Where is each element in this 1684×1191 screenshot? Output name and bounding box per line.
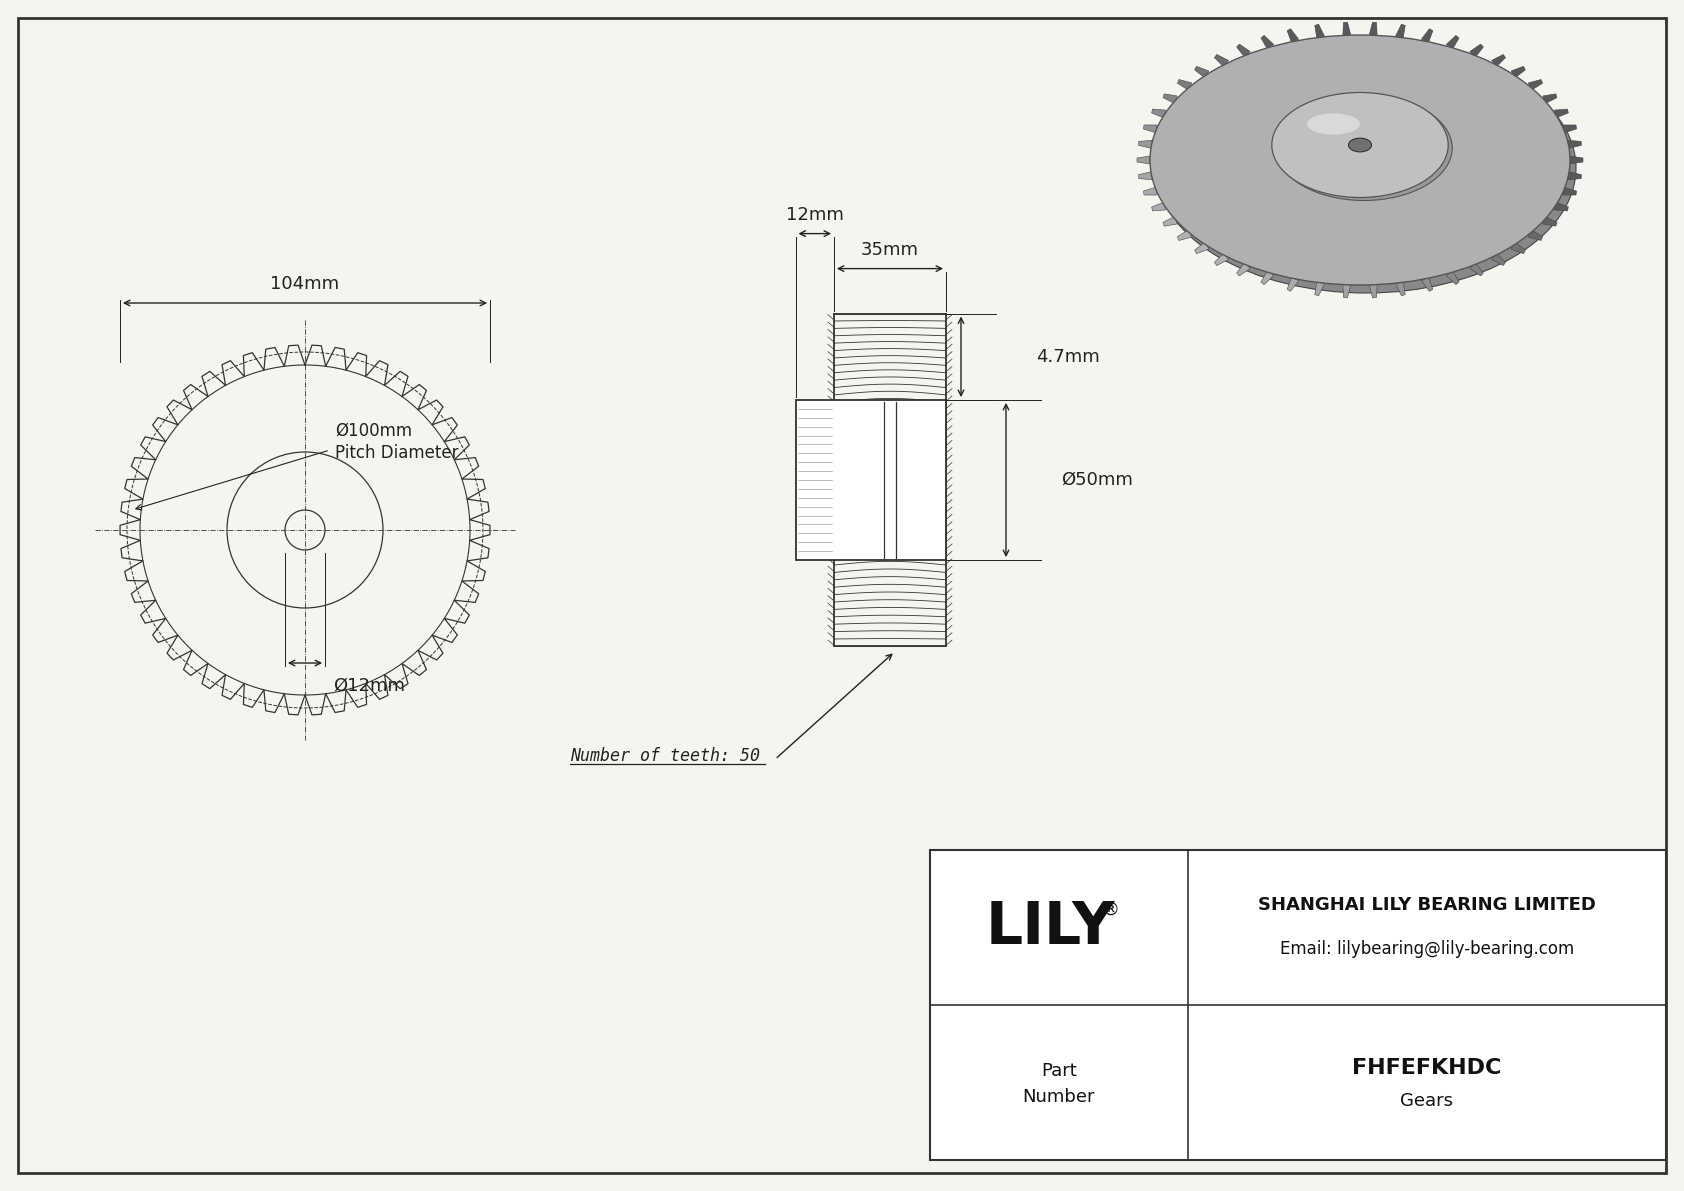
Polygon shape xyxy=(1287,278,1298,292)
Polygon shape xyxy=(1396,281,1404,295)
Polygon shape xyxy=(1214,252,1228,266)
Text: SHANGHAI LILY BEARING LIMITED: SHANGHAI LILY BEARING LIMITED xyxy=(1258,897,1596,915)
Ellipse shape xyxy=(1349,138,1371,152)
Polygon shape xyxy=(1447,36,1458,49)
Polygon shape xyxy=(1194,242,1209,254)
Polygon shape xyxy=(1164,94,1177,104)
Polygon shape xyxy=(1315,24,1324,38)
Polygon shape xyxy=(1236,263,1250,276)
Polygon shape xyxy=(1563,187,1576,195)
Ellipse shape xyxy=(1155,43,1576,293)
Text: Ø12mm: Ø12mm xyxy=(333,676,404,696)
Text: 35mm: 35mm xyxy=(861,241,919,258)
Polygon shape xyxy=(1261,270,1273,285)
Polygon shape xyxy=(1511,242,1526,254)
Polygon shape xyxy=(1369,285,1378,298)
Text: Ø50mm: Ø50mm xyxy=(1061,470,1133,490)
Polygon shape xyxy=(1554,110,1568,118)
Polygon shape xyxy=(1511,67,1526,77)
Bar xyxy=(795,400,946,560)
Polygon shape xyxy=(1177,230,1192,241)
Polygon shape xyxy=(1447,270,1458,285)
Polygon shape xyxy=(1315,281,1324,295)
Polygon shape xyxy=(1529,80,1543,91)
Ellipse shape xyxy=(1271,93,1448,198)
Polygon shape xyxy=(1194,67,1209,77)
Polygon shape xyxy=(1137,156,1150,164)
Text: Gears: Gears xyxy=(1401,1091,1453,1110)
Text: Email: lilybearing@lily-bearing.com: Email: lilybearing@lily-bearing.com xyxy=(1280,941,1575,959)
Text: 4.7mm: 4.7mm xyxy=(1036,348,1100,366)
Polygon shape xyxy=(1396,24,1404,38)
Polygon shape xyxy=(1143,125,1157,133)
Text: Number of teeth: 50: Number of teeth: 50 xyxy=(569,748,759,766)
Bar xyxy=(930,850,1665,1160)
Text: 12mm: 12mm xyxy=(786,206,844,224)
Polygon shape xyxy=(1543,94,1558,104)
Polygon shape xyxy=(1138,141,1152,149)
Text: Pitch Diameter: Pitch Diameter xyxy=(335,444,458,462)
Polygon shape xyxy=(1470,263,1484,276)
Polygon shape xyxy=(1568,172,1581,180)
Text: FHFEFKHDC: FHFEFKHDC xyxy=(1352,1058,1502,1078)
Polygon shape xyxy=(1261,36,1273,49)
Polygon shape xyxy=(1568,141,1581,149)
Polygon shape xyxy=(1529,230,1543,241)
Polygon shape xyxy=(1369,23,1378,36)
Polygon shape xyxy=(1177,80,1192,91)
Polygon shape xyxy=(1342,285,1351,298)
Polygon shape xyxy=(1554,202,1568,211)
Text: LILY: LILY xyxy=(987,899,1115,956)
Polygon shape xyxy=(1152,110,1165,118)
Polygon shape xyxy=(1421,278,1433,292)
Polygon shape xyxy=(1152,202,1165,211)
Polygon shape xyxy=(1214,55,1228,67)
Polygon shape xyxy=(1236,44,1250,57)
Text: Number: Number xyxy=(1022,1089,1095,1106)
Text: Part: Part xyxy=(1041,1061,1076,1079)
Polygon shape xyxy=(1138,172,1152,180)
Ellipse shape xyxy=(1150,35,1569,285)
Text: Ø100mm: Ø100mm xyxy=(335,422,413,439)
Polygon shape xyxy=(1492,252,1505,266)
Polygon shape xyxy=(1287,29,1298,43)
Polygon shape xyxy=(1164,217,1177,226)
Polygon shape xyxy=(1543,217,1558,226)
Polygon shape xyxy=(1563,125,1576,133)
Polygon shape xyxy=(1342,23,1351,36)
Text: 104mm: 104mm xyxy=(271,275,340,293)
Ellipse shape xyxy=(1276,95,1452,200)
Text: ®: ® xyxy=(1101,900,1120,918)
Polygon shape xyxy=(1470,44,1484,57)
Ellipse shape xyxy=(1307,113,1361,135)
Polygon shape xyxy=(1143,187,1157,195)
Polygon shape xyxy=(1421,29,1433,43)
Polygon shape xyxy=(1492,55,1505,67)
Polygon shape xyxy=(1569,156,1583,164)
